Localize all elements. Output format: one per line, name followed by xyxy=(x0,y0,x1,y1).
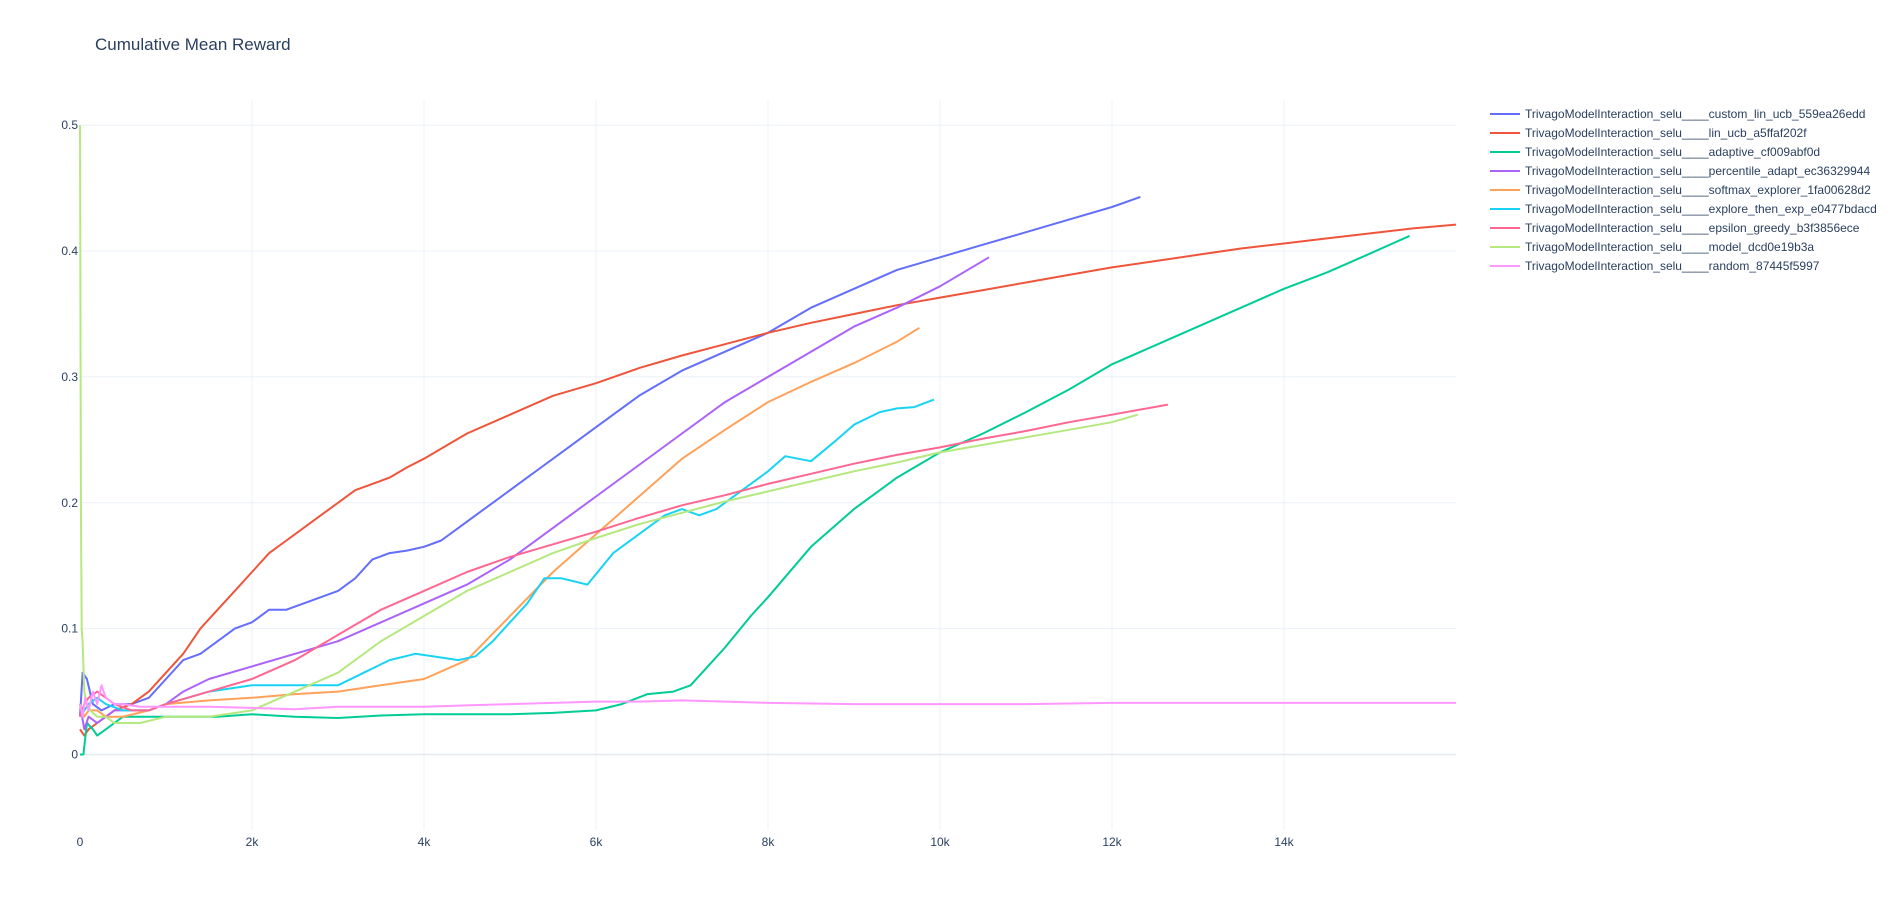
legend-item[interactable]: TrivagoModelInteraction_selu____percenti… xyxy=(1490,164,1870,178)
x-tick-label: 4k xyxy=(418,835,432,849)
x-tick-label: 10k xyxy=(930,835,950,849)
x-tick-label: 2k xyxy=(246,835,260,849)
x-tick-label: 8k xyxy=(762,835,776,849)
x-tick-label: 6k xyxy=(590,835,604,849)
x-tick-label: 0 xyxy=(77,835,84,849)
series-line-3[interactable] xyxy=(79,256,990,731)
legend-label: TrivagoModelInteraction_selu____lin_ucb_… xyxy=(1525,126,1807,140)
x-tick-label: 14k xyxy=(1274,835,1294,849)
series-layer xyxy=(79,125,1457,756)
series-line-4[interactable] xyxy=(79,326,920,718)
chart-title: Cumulative Mean Reward xyxy=(95,35,291,54)
legend-item[interactable]: TrivagoModelInteraction_selu____adaptive… xyxy=(1490,145,1820,159)
legend-label: TrivagoModelInteraction_selu____softmax_… xyxy=(1525,183,1871,197)
legend-item[interactable]: TrivagoModelInteraction_selu____model_dc… xyxy=(1490,240,1814,254)
series-line-6[interactable] xyxy=(79,403,1169,718)
series-line-0[interactable] xyxy=(79,195,1141,717)
legend-item[interactable]: TrivagoModelInteraction_selu____explore_… xyxy=(1490,202,1877,216)
y-tick-label: 0.3 xyxy=(61,370,78,384)
legend-item[interactable]: TrivagoModelInteraction_selu____lin_ucb_… xyxy=(1490,126,1807,140)
y-tick-label: 0.2 xyxy=(61,496,78,510)
legend[interactable]: TrivagoModelInteraction_selu____custom_l… xyxy=(1490,107,1877,273)
legend-label: TrivagoModelInteraction_selu____random_8… xyxy=(1525,259,1820,273)
legend-label: TrivagoModelInteraction_selu____custom_l… xyxy=(1525,107,1865,121)
y-tick-label: 0.5 xyxy=(61,118,78,132)
series-line-1[interactable] xyxy=(79,223,1457,737)
y-tick-label: 0 xyxy=(71,747,78,761)
legend-label: TrivagoModelInteraction_selu____percenti… xyxy=(1525,164,1870,178)
legend-label: TrivagoModelInteraction_selu____epsilon_… xyxy=(1525,221,1860,235)
x-tick-label: 12k xyxy=(1102,835,1122,849)
legend-item[interactable]: TrivagoModelInteraction_selu____custom_l… xyxy=(1490,107,1865,121)
legend-label: TrivagoModelInteraction_selu____explore_… xyxy=(1525,202,1877,216)
axis-layer: 0 2k 4k 6k 8k 10k 12k 14k 0 0.1 0.2 0.3 0.4 0.5 xyxy=(61,118,1294,849)
legend-item[interactable]: TrivagoModelInteraction_selu____random_8… xyxy=(1490,259,1820,273)
legend-label: TrivagoModelInteraction_selu____adaptive… xyxy=(1525,145,1820,159)
legend-label: TrivagoModelInteraction_selu____model_dc… xyxy=(1525,240,1814,254)
y-tick-label: 0.1 xyxy=(61,622,78,636)
series-line-8[interactable] xyxy=(79,684,1456,718)
legend-item[interactable]: TrivagoModelInteraction_selu____softmax_… xyxy=(1490,183,1871,197)
legend-item[interactable]: TrivagoModelInteraction_selu____epsilon_… xyxy=(1490,221,1860,235)
y-tick-label: 0.4 xyxy=(61,244,78,258)
